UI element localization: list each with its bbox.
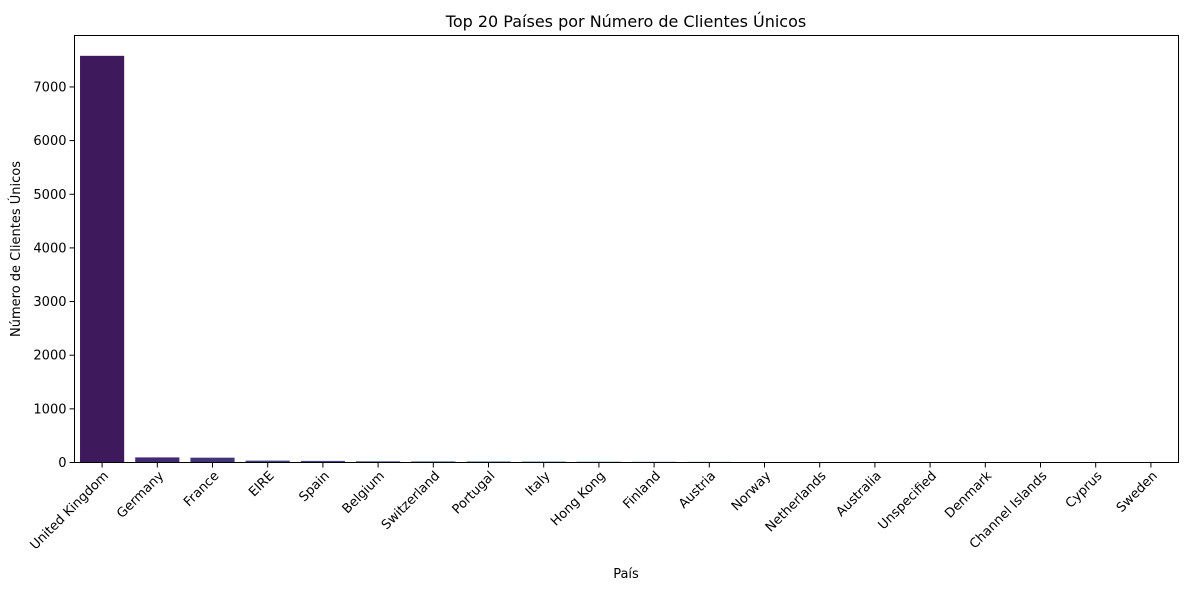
x-tick-label: Portugal <box>450 469 499 518</box>
x-tick-label: Belgium <box>340 469 388 517</box>
x-tick-label: Austria <box>676 469 719 512</box>
bar-germany <box>135 457 180 463</box>
bars-group <box>80 55 1173 463</box>
bar-france <box>190 457 235 463</box>
x-tick-label: Australia <box>833 469 884 520</box>
x-tick-label: Finland <box>620 469 663 512</box>
y-tick-label: 4000 <box>33 241 66 256</box>
y-tick-label: 7000 <box>33 80 66 95</box>
bar-switzerland <box>411 461 456 463</box>
plot-frame <box>74 35 1179 463</box>
y-tick-label: 0 <box>58 456 66 471</box>
y-tick-label: 5000 <box>33 188 66 203</box>
x-tick-label: Sweden <box>1114 469 1161 516</box>
chart-title: Top 20 Países por Número de Clientes Úni… <box>445 12 806 31</box>
bar-portugal <box>466 461 511 463</box>
bar-united-kingdom <box>80 55 125 463</box>
bar-eire <box>245 460 290 463</box>
x-tick-label: Germany <box>114 469 167 522</box>
x-axis-label: País <box>613 567 639 582</box>
x-tick-label: Norway <box>729 469 775 515</box>
y-tick-label: 3000 <box>33 295 66 310</box>
x-tick-label: France <box>181 469 222 510</box>
x-tick-label: Denmark <box>942 468 995 521</box>
y-tick-label: 6000 <box>33 134 66 149</box>
x-tick-label: Unspecified <box>876 469 940 533</box>
y-axis-label: Número de Clientes Únicos <box>8 161 24 337</box>
x-tick-label: Italy <box>523 469 554 500</box>
y-tick-label: 2000 <box>33 349 66 364</box>
x-axis-ticks: United Kingdom Germany France EIRE Spain Belg… <box>28 462 1161 553</box>
y-tick-label: 1000 <box>33 402 66 417</box>
x-tick-label: Hong Kong <box>548 469 609 530</box>
x-tick-label: Spain <box>296 469 332 505</box>
y-axis-ticks: 0 1000 2000 3000 4000 5000 6000 7000 <box>33 80 75 471</box>
x-tick-label: Cyprus <box>1063 469 1106 512</box>
x-tick-label: EIRE <box>246 469 277 500</box>
bar-belgium <box>356 461 401 463</box>
x-tick-label: Switzerland <box>379 469 443 533</box>
x-tick-label: United Kingdom <box>28 469 112 553</box>
bar-spain <box>300 460 345 463</box>
